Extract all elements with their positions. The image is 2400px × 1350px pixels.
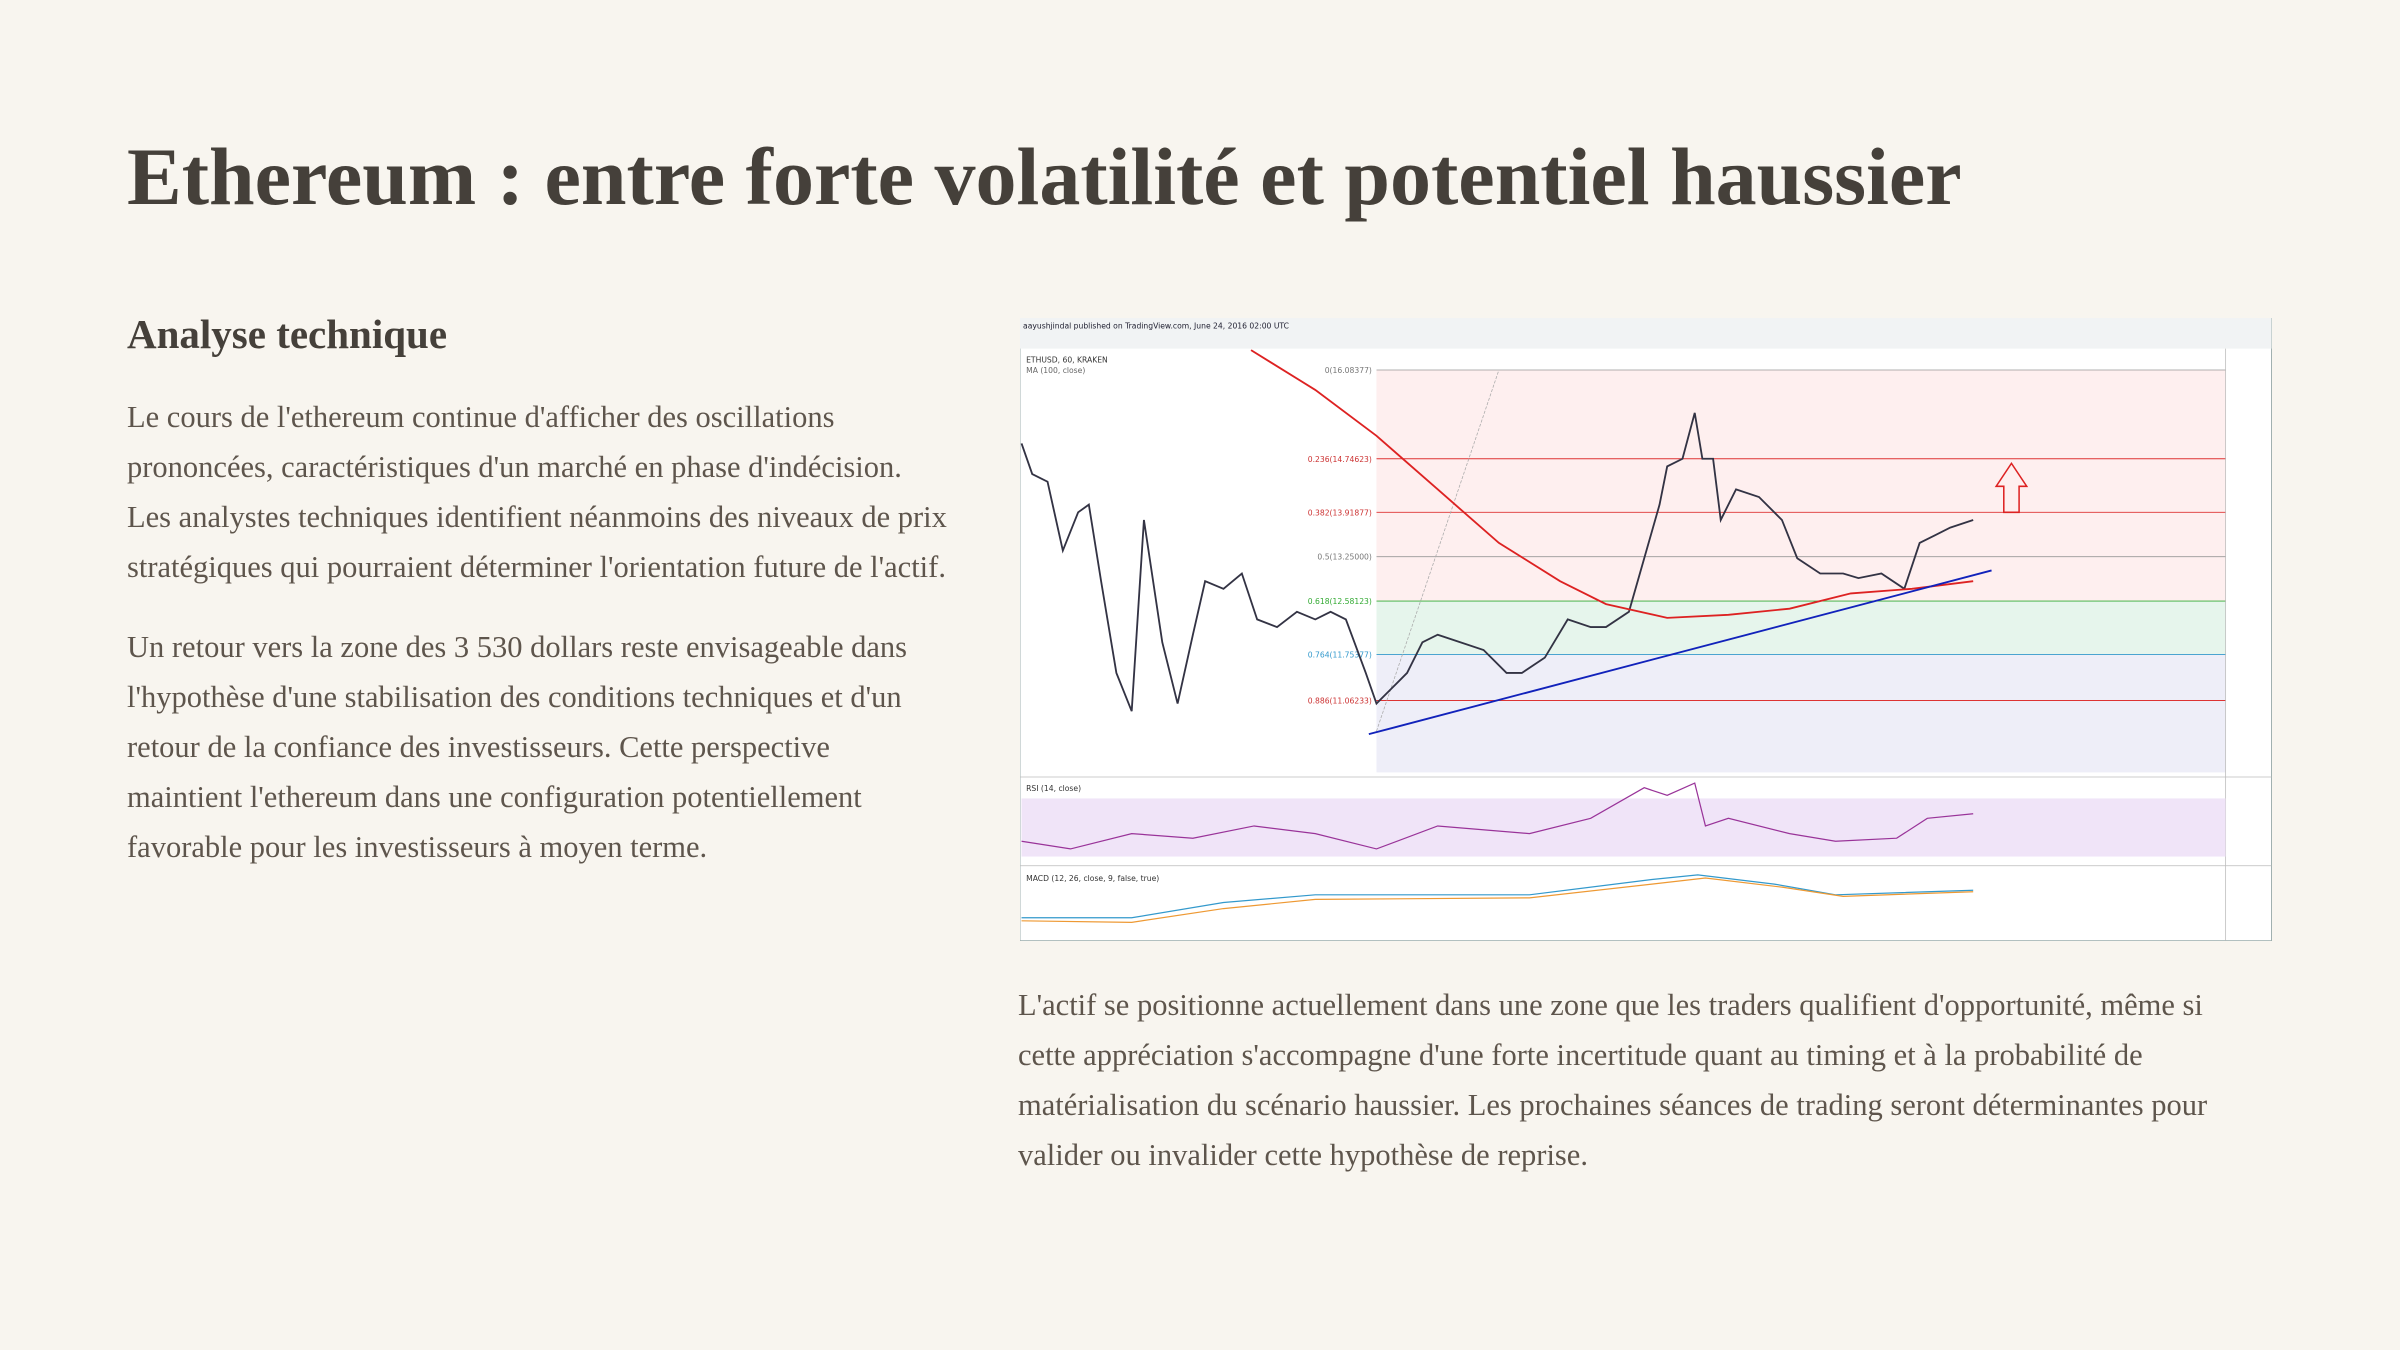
title: Ethereum : entre forte volatilité et pot… (127, 131, 1962, 222)
fib-label: 0(16.08377) (1325, 366, 1372, 375)
rsi-label: RSI (14, close) (1026, 784, 1081, 793)
fib-label: 0.5(13.25000) (1317, 553, 1371, 562)
text-column: Le cours de l'ethereum continue d'affich… (127, 392, 947, 902)
fib-label: 0.886(11.06233) (1308, 697, 1372, 706)
fib-label: 0.764(11.75377) (1308, 651, 1372, 660)
paragraph: Le cours de l'ethereum continue d'affich… (127, 400, 947, 584)
section-heading: Analyse technique (127, 311, 448, 357)
symbol-label: ETHUSD, 60, KRAKEN (1026, 355, 1108, 364)
paragraph: Un retour vers la zone des 3 530 dollars… (127, 630, 908, 864)
fib-label: 0.382(13.91877) (1308, 508, 1372, 517)
paragraph: L'actif se positionne actuellement dans … (1018, 988, 2208, 1172)
fib-label: 0.618(12.58123) (1308, 597, 1372, 606)
figure-caption: aayushjindal published on TradingView.co… (1023, 322, 1289, 331)
ma-label: MA (100, close) (1026, 366, 1085, 375)
macd-label: MACD (12, 26, close, 9, false, true) (1026, 874, 1159, 883)
chart-image: aayushjindal published on TradingView.co… (1020, 318, 2272, 941)
fib-label: 0.236(14.74623) (1308, 455, 1372, 464)
